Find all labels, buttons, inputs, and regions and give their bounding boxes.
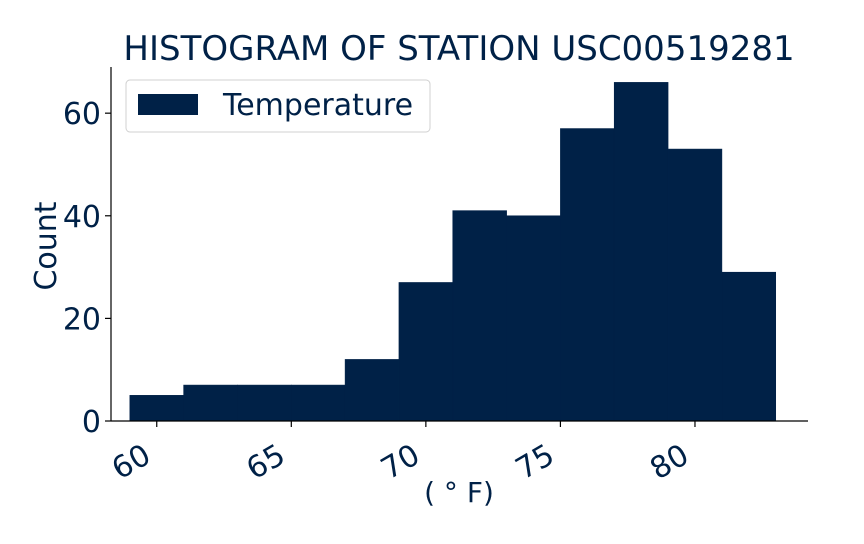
histogram-bar <box>237 384 292 422</box>
y-tick-label: 40 <box>63 200 101 235</box>
histogram-bar <box>452 210 507 422</box>
histogram-bar <box>721 271 777 422</box>
histogram-bar <box>129 395 184 422</box>
histogram-bar <box>398 282 454 422</box>
legend-label: Temperature <box>222 88 413 123</box>
x-tick-label: 80 <box>644 438 695 487</box>
histogram-bar <box>613 82 669 422</box>
legend-frame <box>125 79 431 133</box>
x-tick-label: 75 <box>510 438 561 487</box>
x-tick-label: 70 <box>375 438 426 487</box>
x-tick-label: 60 <box>106 438 157 487</box>
histogram-bar <box>506 215 561 422</box>
y-tick-label: 0 <box>82 405 101 440</box>
histogram-bar <box>667 148 723 422</box>
y-ticks-layer: 0 20 40 60 <box>63 97 111 440</box>
histogram-bar <box>183 384 238 422</box>
y-axis-label: Count <box>29 201 64 290</box>
histogram-bar <box>344 359 400 422</box>
legend-swatch <box>138 94 198 115</box>
histogram-bar <box>560 128 615 422</box>
x-axis-label: ( ° F) <box>424 476 494 509</box>
chart-title: HISTOGRAM OF STATION USC00519281 <box>123 29 794 69</box>
y-tick-label: 20 <box>63 302 101 337</box>
x-tick-label: 65 <box>241 438 292 487</box>
x-ticks-layer: 60 65 70 75 80 <box>106 421 696 487</box>
legend: Temperature <box>125 79 431 133</box>
bars-layer <box>129 82 777 422</box>
y-tick-label: 60 <box>63 97 101 132</box>
histogram-bar <box>291 384 346 422</box>
